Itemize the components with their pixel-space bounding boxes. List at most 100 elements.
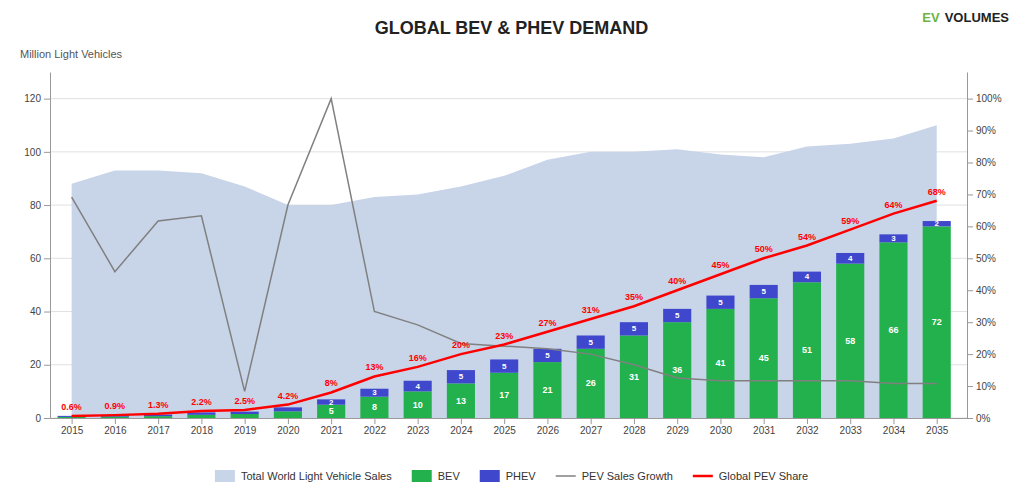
- legend-label: Total World Light Vehicle Sales: [241, 470, 392, 482]
- chart: 2015201620172018201920202021202220232024…: [0, 0, 1023, 494]
- tick: 70%: [967, 189, 996, 200]
- legend-swatch: [480, 470, 500, 482]
- tick-label: 2030: [710, 425, 733, 436]
- line-label: 59%: [841, 216, 859, 226]
- tick-label: 2018: [191, 425, 214, 436]
- y-axis: 020406080100120: [24, 73, 50, 424]
- legend-label: Global PEV Share: [719, 470, 808, 482]
- bar: [577, 335, 605, 348]
- line-label: 54%: [798, 232, 816, 242]
- bar: [101, 417, 129, 418]
- line-label: 35%: [625, 292, 643, 302]
- tick-mark: [547, 418, 548, 424]
- bar-label: 2: [329, 398, 334, 407]
- tick: 2035: [926, 418, 949, 436]
- line-label: 0.9%: [105, 401, 126, 411]
- line-label: 8%: [325, 378, 338, 388]
- tick-label: 2021: [321, 425, 344, 436]
- tick-label: 120: [24, 93, 41, 104]
- tick: 10%: [967, 381, 996, 392]
- tick-mark: [44, 365, 50, 366]
- tick-mark: [158, 418, 159, 424]
- bar: [533, 362, 561, 418]
- bar-label: 21: [542, 385, 552, 395]
- bar: [274, 407, 302, 411]
- tick-label: 2023: [407, 425, 430, 436]
- tick-label: 70%: [976, 189, 996, 200]
- legend-label: BEV: [438, 470, 461, 482]
- bar-label: 4: [848, 254, 853, 263]
- tick-mark: [288, 418, 289, 424]
- bar: [706, 296, 734, 309]
- tick-mark: [967, 194, 973, 195]
- legend-swatch: [412, 470, 432, 482]
- tick-mark: [44, 418, 50, 419]
- tick: 90%: [967, 125, 996, 136]
- bar-label: 51: [802, 345, 812, 355]
- bar-label: 13: [456, 396, 466, 406]
- tick: 20: [30, 359, 50, 370]
- bar: [577, 349, 605, 418]
- tick-mark: [461, 418, 462, 424]
- bar: [231, 414, 259, 418]
- tick-mark: [245, 418, 246, 424]
- tick: 60: [30, 253, 50, 264]
- tick-label: 2026: [537, 425, 560, 436]
- tick: 2027: [580, 418, 603, 436]
- bar-label: 5: [632, 324, 637, 333]
- tick-label: 2025: [494, 425, 517, 436]
- tick-label: 2031: [753, 425, 776, 436]
- bar-label: 17: [499, 390, 509, 400]
- bar-label: 3: [372, 388, 377, 397]
- tick-label: 2034: [883, 425, 906, 436]
- tick: 2029: [667, 418, 690, 436]
- tick: 2021: [321, 418, 344, 436]
- bar: [663, 322, 691, 418]
- bar: [750, 285, 778, 298]
- tick-label: 30%: [976, 317, 996, 328]
- tick-label: 50%: [976, 253, 996, 264]
- tick: 120: [24, 93, 50, 104]
- bar-label: 41: [715, 358, 725, 368]
- line: [72, 201, 937, 416]
- bar-label: 31: [629, 372, 639, 382]
- bar-label: 26: [586, 378, 596, 388]
- tick: 100: [24, 147, 50, 158]
- bar: [360, 397, 388, 418]
- tick-label: 2017: [148, 425, 171, 436]
- tick-mark: [720, 418, 721, 424]
- tick-mark: [374, 418, 375, 424]
- tick-label: 2020: [277, 425, 300, 436]
- tick-label: 40%: [976, 285, 996, 296]
- tick: 2031: [753, 418, 776, 436]
- bar: [317, 405, 345, 418]
- y2-axis: 0%10%20%30%40%50%60%70%80%90%100%: [967, 73, 1002, 424]
- bar: [187, 415, 215, 418]
- legend-swatch: [556, 475, 576, 477]
- tick: 80: [30, 200, 50, 211]
- tick: 40: [30, 306, 50, 317]
- plot-area: [58, 99, 951, 418]
- tick-label: 20: [30, 359, 42, 370]
- line-label: 23%: [495, 331, 513, 341]
- logo: EVVOLUMES: [922, 10, 1009, 25]
- tick-mark: [418, 418, 419, 424]
- tick: 2022: [364, 418, 387, 436]
- tick-mark: [72, 418, 73, 424]
- tick-label: 2024: [450, 425, 473, 436]
- line-label: 2.2%: [191, 397, 212, 407]
- bar-label: 66: [888, 325, 898, 335]
- legend-item: BEV: [412, 470, 461, 482]
- tick-label: 2022: [364, 425, 387, 436]
- tick-mark: [115, 418, 116, 424]
- axis-line: [967, 73, 968, 419]
- tick-mark: [967, 131, 973, 132]
- bar: [490, 373, 518, 418]
- bar: [274, 411, 302, 418]
- tick-label: 10%: [976, 381, 996, 392]
- tick: 2025: [494, 418, 517, 436]
- tick-mark: [967, 290, 973, 291]
- tick: 80%: [967, 157, 996, 168]
- line-label: 0.6%: [61, 402, 82, 412]
- bar: [663, 309, 691, 322]
